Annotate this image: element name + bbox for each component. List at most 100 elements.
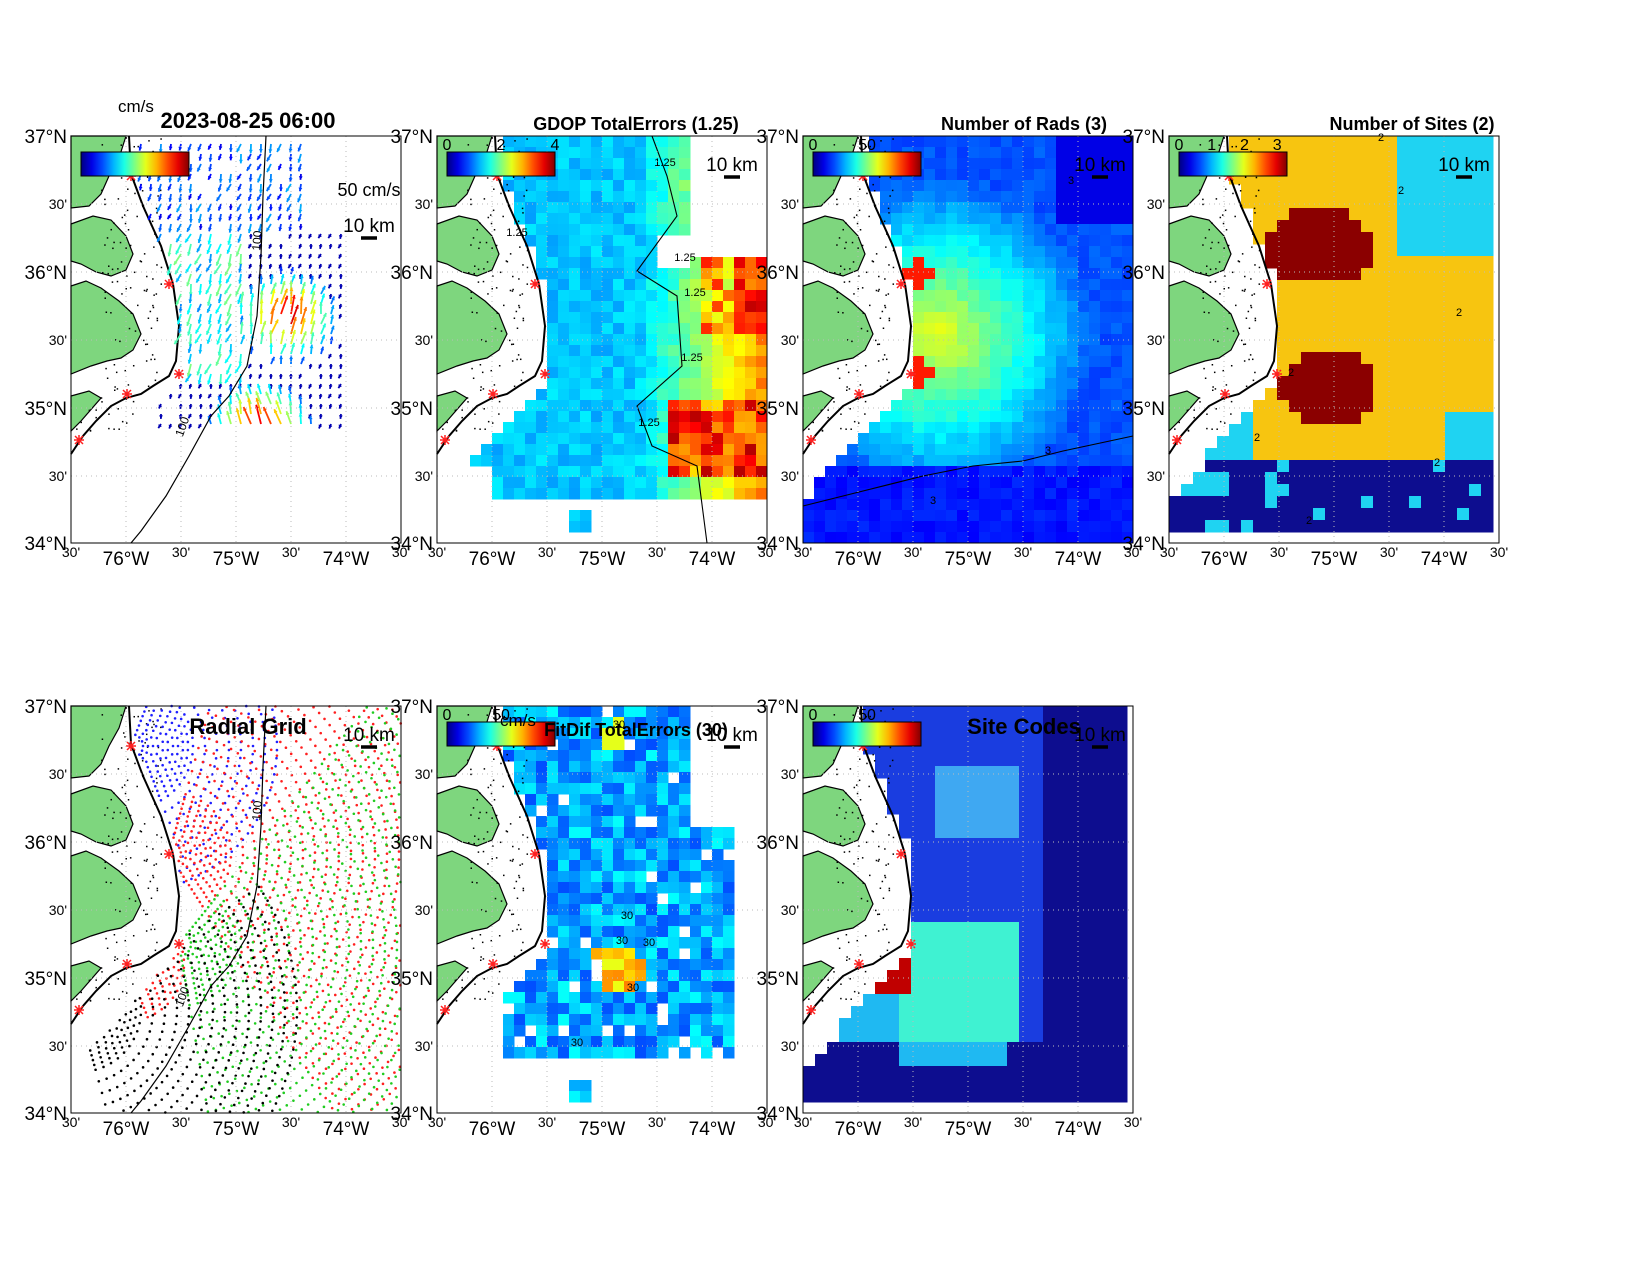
coast-dot xyxy=(887,293,890,295)
coast-dot xyxy=(486,144,489,146)
data-cell xyxy=(1385,220,1398,233)
vector-head xyxy=(228,148,233,152)
lat-tick-label: 36°N xyxy=(25,263,67,284)
data-cell xyxy=(990,323,1002,335)
radial-grid-point xyxy=(241,845,244,849)
coast-dot xyxy=(1227,244,1230,247)
vector-head xyxy=(259,365,263,369)
data-cell xyxy=(1034,268,1046,280)
data-cell xyxy=(679,345,691,357)
coast-dot xyxy=(120,714,123,716)
data-cell xyxy=(734,477,746,489)
data-cell xyxy=(1445,196,1458,209)
data-cell xyxy=(946,510,958,522)
coastline xyxy=(436,135,547,455)
data-cell xyxy=(880,422,892,434)
data-cell xyxy=(1349,484,1362,497)
radial-grid-point xyxy=(317,801,320,805)
data-cell xyxy=(756,367,768,379)
data-cell xyxy=(1433,148,1446,161)
isobath-label: 100 xyxy=(249,230,265,251)
radial-grid-point xyxy=(314,912,317,915)
data-cell xyxy=(1313,280,1326,293)
data-cell xyxy=(968,532,980,544)
radial-grid-point xyxy=(289,752,293,756)
data-cell xyxy=(979,279,991,291)
coast-dot xyxy=(120,261,123,263)
radial-grid-point xyxy=(219,844,222,848)
data-cell xyxy=(990,279,1002,291)
data-cell xyxy=(1409,364,1422,377)
radial-grid-point xyxy=(246,960,250,964)
coast-dot xyxy=(104,773,106,776)
data-cell xyxy=(569,202,581,214)
vector-head xyxy=(228,228,233,233)
radial-grid-point xyxy=(242,792,245,795)
lat-tick-label: 30' xyxy=(415,332,433,348)
data-cell xyxy=(1217,460,1230,473)
radial-grid-point xyxy=(309,818,313,822)
lat-tick-label: 30' xyxy=(49,196,67,212)
coast-dot xyxy=(1258,283,1261,285)
lon-tick-label: 74°W xyxy=(1055,549,1102,570)
radial-grid-point xyxy=(264,838,268,841)
vector-head xyxy=(168,395,173,399)
radial-grid-point xyxy=(207,838,210,842)
data-cell xyxy=(734,455,746,467)
radial-grid-point xyxy=(259,885,263,889)
data-cell xyxy=(1325,292,1338,305)
coast-dot xyxy=(133,145,135,148)
radial-grid-point xyxy=(286,715,290,718)
vector-head xyxy=(298,264,302,269)
radial-grid-point xyxy=(170,753,174,756)
data-cell xyxy=(1001,257,1013,269)
radial-grid-point xyxy=(170,806,174,809)
radial-grid-point xyxy=(301,840,304,844)
coast-dot xyxy=(884,278,886,280)
coast-dot xyxy=(486,261,489,263)
vector-head xyxy=(311,309,316,314)
coast-dot xyxy=(157,195,159,197)
data-cell xyxy=(1045,367,1057,379)
data-cell xyxy=(1397,496,1410,509)
coast-dot xyxy=(1215,268,1217,270)
data-cell xyxy=(968,411,980,423)
data-cell xyxy=(657,488,669,500)
data-cell xyxy=(734,433,746,445)
data-cell xyxy=(1056,268,1068,280)
data-cell xyxy=(1012,356,1024,368)
data-cell xyxy=(712,378,724,390)
radial-grid-point xyxy=(307,926,310,930)
coast-dot xyxy=(479,241,481,244)
radial-grid-point xyxy=(343,723,347,727)
data-cell xyxy=(1089,191,1101,203)
data-cell xyxy=(1361,244,1374,257)
data-cell xyxy=(1469,484,1482,497)
vector-head xyxy=(298,254,302,259)
coast-dot xyxy=(156,264,158,266)
lon-tick-label: 75°W xyxy=(579,549,626,570)
radial-grid-point xyxy=(199,871,203,875)
vector-head xyxy=(318,384,323,389)
data-cell xyxy=(1457,376,1470,389)
data-cell xyxy=(979,444,991,456)
data-cell xyxy=(1089,312,1101,324)
radial-grid-point xyxy=(314,766,317,769)
data-cell xyxy=(968,180,980,192)
data-cell xyxy=(814,477,826,489)
vector-head xyxy=(186,282,191,287)
data-cell xyxy=(580,510,592,522)
data-cell xyxy=(547,444,559,456)
radial-grid-point xyxy=(272,986,276,989)
radial-grid-point xyxy=(168,778,172,782)
radial-grid-point xyxy=(380,736,383,740)
data-cell xyxy=(1433,460,1446,473)
radial-grid-point xyxy=(275,754,279,757)
radial-grid-point xyxy=(280,807,284,811)
data-cell xyxy=(1067,378,1079,390)
data-cell xyxy=(924,532,936,544)
vector-head xyxy=(312,300,317,305)
data-cell xyxy=(1481,220,1494,233)
data-cell xyxy=(1078,213,1090,225)
data-cell xyxy=(1100,312,1112,324)
